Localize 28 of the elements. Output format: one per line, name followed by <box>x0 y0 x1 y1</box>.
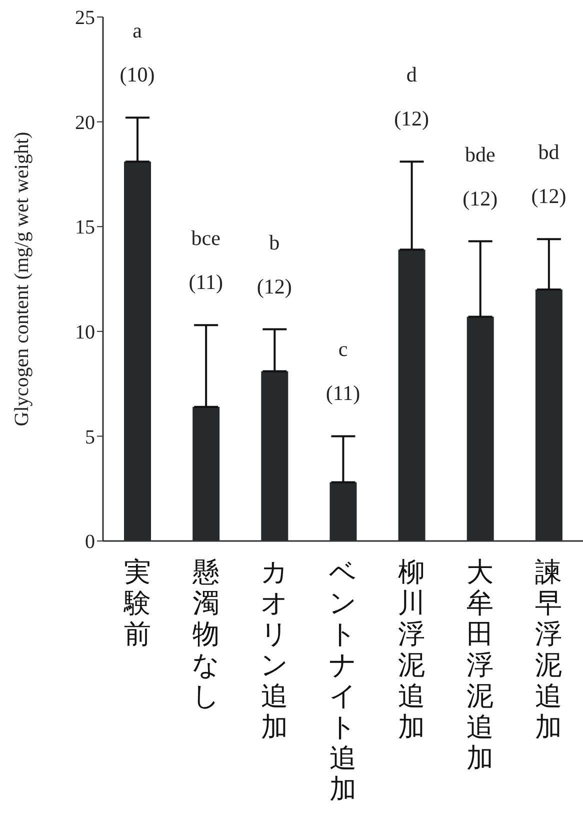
annotation: (12) <box>531 184 566 208</box>
annotation: (11) <box>326 381 360 406</box>
annotation: bce <box>191 226 220 250</box>
x-tick-label: カオリン追加 <box>260 557 288 743</box>
x-tick-label: 大牟田浮泥追加 <box>466 557 494 774</box>
annotation: (10) <box>120 62 155 87</box>
annotation: bd <box>538 140 560 164</box>
y-tick-label: 0 <box>85 531 95 554</box>
x-tick-label: 懸濁物なし <box>191 557 220 712</box>
x-tick-label: ベントナイト追加 <box>329 557 357 805</box>
x-tick-label: 諫早浮泥追加 <box>535 557 562 743</box>
annotation: (12) <box>256 274 292 298</box>
annotation: b <box>269 230 280 254</box>
y-axis-title: Glycogen content (mg/g wet weight) <box>11 132 34 426</box>
annotation: a <box>132 18 143 43</box>
x-tick-label: 実験前 <box>122 557 151 650</box>
annotation: bde <box>464 142 496 166</box>
annotation: (12) <box>462 186 498 210</box>
y-tick-label: 25 <box>75 7 95 30</box>
y-tick-label: 5 <box>85 426 95 448</box>
y-tick-label: 20 <box>75 112 95 134</box>
annotation: (11) <box>188 270 223 294</box>
y-tick-label: 10 <box>75 322 95 344</box>
y-tick-label: 15 <box>75 216 95 239</box>
annotation: d <box>406 62 418 87</box>
x-tick-label: 柳川浮泥追加 <box>398 557 426 743</box>
annotation: (12) <box>394 106 430 131</box>
annotation: c <box>338 337 348 362</box>
